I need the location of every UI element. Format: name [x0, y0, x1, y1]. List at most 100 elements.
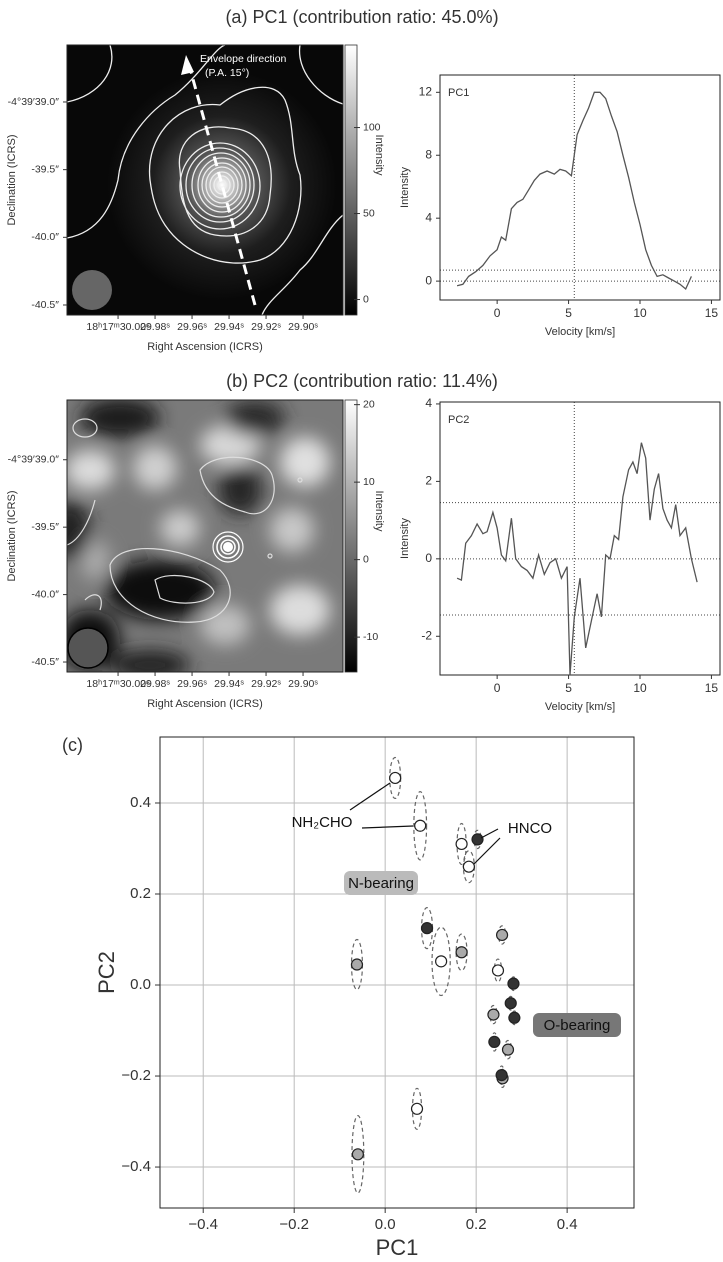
- y-axis-label: Declination (ICRS): [6, 134, 18, 225]
- data-point: [504, 997, 517, 1010]
- x-tick-label: 29.96ˢ: [177, 321, 207, 333]
- y-tick-label: 0.0: [130, 976, 151, 993]
- x-tick-label: 10: [633, 306, 647, 320]
- y-tick-label: -2: [421, 628, 432, 642]
- data-point: [351, 1148, 364, 1161]
- data-point: [462, 860, 475, 873]
- y-axis-label: PC2: [94, 951, 119, 994]
- pc1-map: [67, 45, 343, 315]
- x-tick-label: 0: [494, 306, 501, 320]
- label-box: [533, 1013, 621, 1037]
- label-box: [344, 871, 418, 895]
- y-tick-label: -40.5″: [31, 299, 59, 311]
- x-tick-label: 29.90ˢ: [288, 321, 318, 333]
- y-tick-label: -40.0″: [31, 231, 59, 243]
- y-tick-label: 0: [425, 551, 432, 565]
- colorbar-tick-label: 0: [363, 293, 369, 305]
- data-point: [508, 1011, 521, 1024]
- colorbar-label: Intensity: [373, 135, 385, 176]
- pc2-map: [67, 400, 343, 672]
- colorbar-tick-label: 50: [363, 207, 375, 219]
- colorbar: [344, 44, 358, 316]
- y-axis-label: Declination (ICRS): [6, 490, 18, 581]
- x-tick-label: 5: [565, 681, 572, 695]
- annotation: O-bearing: [544, 1017, 611, 1034]
- colorbar-tick-label: -10: [363, 631, 378, 643]
- spectrum-line: [456, 442, 698, 676]
- x-tick-label: −0.2: [279, 1216, 309, 1233]
- x-tick-label: 29.94ˢ: [214, 678, 244, 690]
- x-axis-label: Velocity [km/s]: [545, 326, 615, 338]
- x-axis-label: Velocity [km/s]: [545, 701, 615, 713]
- y-tick-label: -39.5″: [31, 163, 59, 175]
- annotation: N-bearing: [348, 875, 414, 892]
- x-tick-label: 15: [705, 306, 719, 320]
- x-tick-label: 0.2: [466, 1216, 487, 1233]
- x-tick-label: 18ʰ17ᵐ30.00ˢ: [86, 321, 150, 333]
- colorbar-label: Intensity: [373, 491, 385, 532]
- data-point: [389, 771, 402, 785]
- x-tick-label: 29.90ˢ: [288, 678, 318, 690]
- x-tick-label: 0.4: [557, 1216, 578, 1233]
- data-point: [491, 964, 505, 977]
- x-tick-label: 15: [705, 681, 719, 695]
- x-tick-label: 29.94ˢ: [214, 321, 244, 333]
- data-point: [495, 1069, 508, 1082]
- y-tick-label: 0.2: [130, 885, 151, 902]
- y-tick-label: 12: [419, 84, 433, 98]
- error-ellipse: [431, 926, 451, 997]
- x-axis-label: PC1: [376, 1235, 419, 1260]
- annotation-pointer: [361, 825, 414, 829]
- y-tick-label: -4°39′39.0″: [8, 96, 60, 108]
- data-point: [410, 1102, 424, 1115]
- frame: [66, 44, 344, 316]
- annotation-pointer: [480, 828, 499, 839]
- x-tick-label: 0: [494, 681, 501, 695]
- x-tick-label: 18ʰ17ᵐ30.00ˢ: [86, 678, 150, 690]
- data-point: [487, 1008, 500, 1021]
- panel-label: (c): [62, 735, 83, 755]
- frame: [159, 736, 635, 1209]
- data-point: [414, 819, 427, 832]
- annotation: (P.A. 15°): [205, 67, 249, 79]
- colorbar-tick-label: 20: [363, 398, 375, 410]
- data-point: [471, 833, 484, 846]
- x-tick-label: 0.0: [375, 1216, 396, 1233]
- frame: [66, 399, 344, 673]
- y-tick-label: -4°39′39.0″: [8, 454, 60, 466]
- data-point: [350, 958, 364, 971]
- data-point: [455, 946, 468, 959]
- panel-label: PC2: [448, 414, 469, 426]
- y-tick-label: −0.2: [121, 1067, 151, 1084]
- x-axis-label: Right Ascension (ICRS): [147, 341, 263, 353]
- y-axis-label: Intensity: [399, 518, 411, 559]
- data-point: [455, 837, 468, 851]
- annotation: NH₂CHO: [292, 814, 353, 831]
- annotation-pointer: [349, 782, 391, 811]
- spectrum-line: [456, 91, 692, 291]
- data-point: [420, 922, 434, 935]
- frame: [439, 401, 721, 676]
- y-axis-label: Intensity: [399, 167, 411, 208]
- y-tick-label: −0.4: [121, 1158, 151, 1175]
- y-tick-label: 4: [425, 210, 432, 224]
- colorbar: [344, 399, 358, 673]
- annotation-pointer: [473, 837, 501, 865]
- annotation: HNCO: [508, 820, 552, 837]
- x-tick-label: 29.98ˢ: [140, 321, 170, 333]
- x-tick-label: 10: [633, 681, 647, 695]
- x-tick-label: 5: [565, 306, 572, 320]
- colorbar-tick-label: 100: [363, 121, 381, 133]
- data-point: [488, 1035, 501, 1048]
- x-tick-label: 29.92ˢ: [251, 678, 281, 690]
- y-tick-label: 0: [425, 273, 432, 287]
- x-tick-label: 29.92ˢ: [251, 321, 281, 333]
- data-point: [435, 955, 448, 968]
- x-tick-label: −0.4: [188, 1216, 218, 1233]
- data-point: [507, 977, 520, 990]
- chart-title: (a) PC1 (contribution ratio: 45.0%): [225, 7, 498, 27]
- annotation: Envelope direction: [200, 53, 287, 65]
- x-tick-label: 29.98ˢ: [140, 678, 170, 690]
- y-tick-label: -39.5″: [31, 521, 59, 533]
- x-tick-label: 29.96ˢ: [177, 678, 207, 690]
